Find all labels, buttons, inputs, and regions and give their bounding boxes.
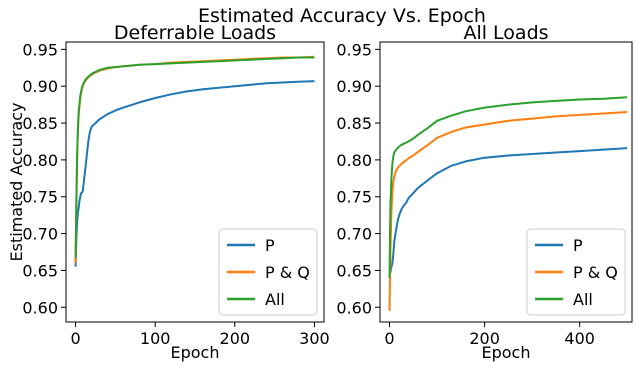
legend: P P & Q All bbox=[526, 228, 626, 316]
y-tick-label: 0.80 bbox=[336, 151, 372, 170]
x-axis-label: Epoch bbox=[171, 343, 220, 362]
legend-box bbox=[526, 228, 626, 316]
x-tick-label: 0 bbox=[70, 329, 80, 348]
y-tick-label: 0.80 bbox=[22, 151, 58, 170]
x-tick-label: 100 bbox=[140, 329, 171, 348]
axes-frame bbox=[65, 41, 325, 323]
series-line-all bbox=[388, 96, 628, 278]
series-line-p bbox=[74, 80, 315, 267]
panel-title: All Loads bbox=[463, 22, 548, 44]
legend-box bbox=[218, 228, 318, 316]
chart-panel-1: 0 100 200 300 0.60 0.65 0.70 0.75 0.80 0.85 0.90 0.… bbox=[7, 22, 330, 362]
y-tick-label: 0.90 bbox=[22, 77, 58, 96]
y-tick-label: 0.60 bbox=[22, 298, 58, 317]
axes-frame bbox=[379, 41, 633, 323]
y-axis-label: Estimated Accuracy bbox=[7, 103, 26, 262]
x-tick-label: 400 bbox=[564, 329, 595, 348]
y-tick-label: 0.60 bbox=[336, 298, 372, 317]
legend: P P & Q All bbox=[218, 228, 318, 316]
legend-label: All bbox=[265, 290, 285, 309]
legend-label: All bbox=[573, 290, 593, 309]
legend-label: P bbox=[265, 236, 275, 255]
legend-label: P & Q bbox=[265, 263, 310, 282]
x-axis-label: Epoch bbox=[482, 343, 531, 362]
chart-panel-2: 0 200 400 0.60 0.65 0.70 0.75 0.80 0.85 0.90 0.95 A… bbox=[336, 22, 633, 362]
y-tick-label: 0.90 bbox=[336, 77, 372, 96]
series-line-all bbox=[74, 56, 315, 258]
y-tick-label: 0.65 bbox=[22, 261, 58, 280]
x-tick-label: 200 bbox=[469, 329, 500, 348]
y-tick-label: 0.65 bbox=[336, 261, 372, 280]
x-tick-label: 0 bbox=[384, 329, 394, 348]
y-tick-label: 0.85 bbox=[336, 114, 372, 133]
legend-label: P & Q bbox=[573, 263, 618, 282]
legend-label: P bbox=[573, 236, 583, 255]
series-line-pq bbox=[388, 111, 628, 311]
y-tick-label: 0.75 bbox=[336, 188, 372, 207]
figure-suptitle: Estimated Accuracy Vs. Epoch bbox=[198, 5, 486, 27]
y-tick-label: 0.70 bbox=[336, 225, 372, 244]
y-tick-label: 0.95 bbox=[336, 40, 372, 59]
series-line-p bbox=[388, 147, 628, 275]
y-tick-label: 0.70 bbox=[22, 225, 58, 244]
y-tick-label: 0.75 bbox=[22, 188, 58, 207]
x-tick-label: 200 bbox=[220, 329, 251, 348]
x-tick-label: 300 bbox=[299, 329, 330, 348]
y-tick-label: 0.85 bbox=[22, 114, 58, 133]
panel-title: Deferrable Loads bbox=[114, 22, 276, 44]
y-tick-label: 0.95 bbox=[22, 40, 58, 59]
